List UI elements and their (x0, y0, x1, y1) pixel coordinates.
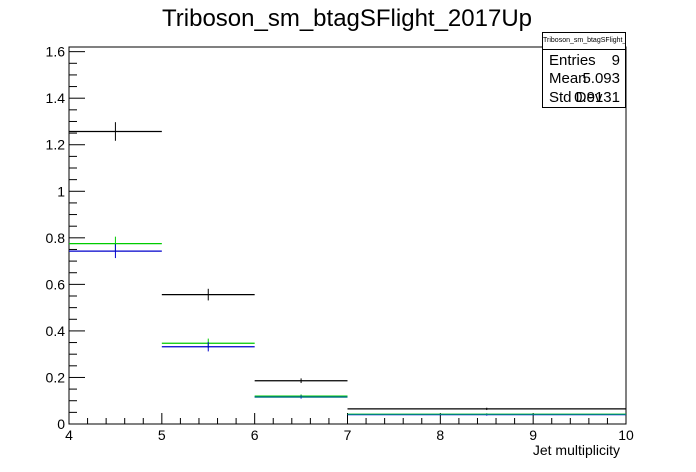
x-tick-label: 4 (65, 427, 73, 443)
y-tick-label: 0.2 (46, 369, 66, 385)
axes: 4 5 6 7 8 9 10 0 0.2 0.4 0.6 0.8 1 1.2 1.4 1.6 (46, 44, 634, 443)
y-tick-label: 1.2 (46, 137, 66, 153)
y-tick-label: 1.4 (46, 90, 66, 106)
stats-row-entries: Entries 9 (543, 51, 625, 70)
stats-key: Std Dev (549, 89, 603, 106)
stats-key: Entries (549, 52, 596, 69)
y-tick-label: 1 (57, 183, 65, 199)
stats-value: 9 (611, 52, 620, 69)
x-tick-label: 10 (618, 427, 634, 443)
stats-title: Triboson_sm_btagSFlight_2017Up (543, 33, 625, 50)
x-tick-label: 7 (344, 427, 352, 443)
x-tick-label: 5 (158, 427, 166, 443)
stats-value: 0.9131 (574, 89, 620, 106)
stats-value: 5.093 (582, 70, 620, 87)
x-tick-label: 6 (251, 427, 259, 443)
stats-key: Mean (549, 70, 587, 87)
x-tick-label: 8 (436, 427, 444, 443)
y-tick-label: 0 (57, 416, 65, 432)
stats-row-mean: Mean 5.093 (543, 69, 625, 88)
y-tick-label: 1.6 (46, 44, 66, 60)
x-axis-label: Jet multiplicity (533, 442, 620, 458)
y-tick-label: 0.6 (46, 276, 66, 292)
series-group (69, 122, 626, 416)
x-tick-label: 9 (529, 427, 537, 443)
stats-box: Triboson_sm_btagSFlight_2017Up Entries 9… (542, 32, 626, 108)
y-tick-label: 0.8 (46, 230, 66, 246)
y-tick-label: 0.4 (46, 323, 66, 339)
stats-row-stddev: Std Dev 0.9131 (543, 88, 625, 107)
chart-title: Triboson_sm_btagSFlight_2017Up (162, 5, 532, 32)
